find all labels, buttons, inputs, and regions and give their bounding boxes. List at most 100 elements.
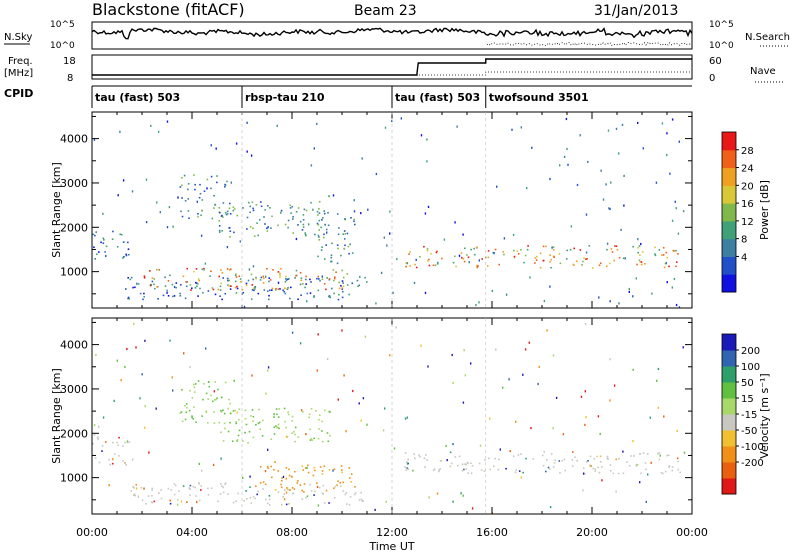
scatter-point [454, 255, 456, 258]
scatter-point [321, 278, 324, 281]
scatter-point [108, 458, 110, 461]
scatter-point [125, 253, 127, 256]
scatter-point [632, 368, 634, 371]
scatter-point [222, 440, 225, 442]
scatter-point [346, 232, 349, 235]
scatter-point [563, 155, 566, 158]
scatter-point [218, 229, 221, 232]
scatter-point [628, 290, 630, 293]
scatter-point [218, 231, 221, 233]
scatter-point [539, 252, 542, 255]
scatter-point [116, 441, 118, 444]
scatter-point [212, 463, 215, 466]
scatter-point [476, 264, 478, 267]
scatter-point [224, 482, 227, 485]
scatter-point [212, 288, 215, 291]
scatter-point [317, 437, 320, 440]
scatter-point [274, 489, 277, 491]
scatter-point [244, 418, 247, 420]
scatter-point [228, 226, 231, 229]
scatter-point [327, 440, 330, 443]
scatter-point [255, 204, 258, 206]
scatter-point [555, 396, 558, 399]
scatter-point [664, 470, 667, 473]
scatter-point [432, 469, 435, 472]
scatter-point [341, 269, 343, 272]
scatter-point [191, 415, 193, 417]
scatter-point [558, 253, 561, 255]
y-tick-label: 4000 [60, 339, 88, 352]
scatter-point [671, 469, 673, 472]
scatter-point [156, 268, 158, 271]
scatter-point [206, 187, 208, 190]
scatter-point [317, 275, 320, 278]
scatter-point [336, 244, 339, 246]
scatter-point [281, 479, 283, 482]
scatter-point [128, 298, 130, 300]
scatter-point [272, 269, 274, 271]
scatter-point [189, 284, 192, 286]
scatter-point [650, 461, 652, 464]
scatter-point [320, 226, 322, 229]
scatter-point [549, 177, 551, 181]
scatter-point [671, 118, 674, 121]
scatter-point [454, 221, 456, 224]
scatter-point [357, 285, 359, 288]
scatter-point [512, 455, 515, 457]
scatter-point [297, 298, 299, 301]
scatter-point [283, 290, 285, 293]
scatter-point [675, 249, 677, 252]
scatter-point [103, 239, 105, 241]
scatter-point [144, 405, 146, 408]
scatter-point [318, 278, 320, 280]
scatter-point [243, 500, 245, 502]
scatter-point [348, 467, 350, 469]
scatter-point [350, 217, 352, 219]
scatter-point [304, 233, 307, 236]
scatter-point [559, 164, 561, 167]
scatter-point [268, 504, 271, 506]
scatter-point [502, 386, 504, 389]
colorbar-swatch [722, 132, 736, 151]
scatter-point [583, 472, 586, 475]
scatter-point [210, 394, 212, 397]
scatter-point [179, 412, 182, 414]
scatter-point [639, 254, 641, 256]
scatter-point [228, 207, 231, 210]
scatter-point [332, 269, 335, 271]
scatter-point [576, 460, 578, 462]
scatter-point [639, 261, 641, 263]
scatter-point [682, 346, 684, 349]
scatter-point [605, 265, 608, 267]
scatter-point [315, 410, 317, 412]
scatter-point [125, 254, 128, 257]
scatter-point [236, 411, 238, 414]
scatter-point [296, 482, 299, 484]
scatter-point [322, 493, 325, 495]
scatter-point [306, 300, 308, 303]
scatter-point [326, 432, 329, 434]
scatter-point [569, 248, 572, 251]
scatter-point [427, 205, 430, 208]
scatter-point [218, 225, 221, 227]
scatter-point [117, 194, 119, 197]
scatter-point [97, 436, 99, 439]
scatter-point [185, 411, 188, 414]
scatter-point [549, 285, 551, 288]
scatter-point [202, 291, 204, 294]
scatter-point [503, 253, 505, 256]
scatter-point [493, 252, 495, 255]
scatter-point [529, 276, 531, 279]
scatter-point [587, 160, 589, 163]
power-colorbar-label: Power [dB] [758, 180, 771, 240]
scatter-point [283, 493, 286, 495]
scatter-point [458, 455, 461, 458]
scatter-point [232, 209, 235, 212]
scatter-point [302, 469, 305, 471]
scatter-point [203, 383, 205, 385]
scatter-point [598, 296, 600, 299]
scatter-point [323, 283, 326, 285]
scatter-point [248, 201, 250, 204]
scatter-point [262, 481, 265, 483]
scatter-point [113, 399, 115, 402]
